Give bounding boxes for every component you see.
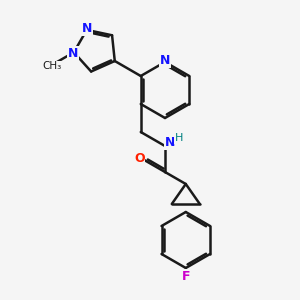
Text: N: N xyxy=(68,47,78,60)
Text: CH₃: CH₃ xyxy=(42,61,62,71)
Text: F: F xyxy=(182,269,190,283)
Text: O: O xyxy=(134,152,145,164)
Text: N: N xyxy=(82,22,92,35)
Text: N: N xyxy=(160,55,170,68)
Text: H: H xyxy=(175,133,183,143)
Text: N: N xyxy=(165,136,175,149)
